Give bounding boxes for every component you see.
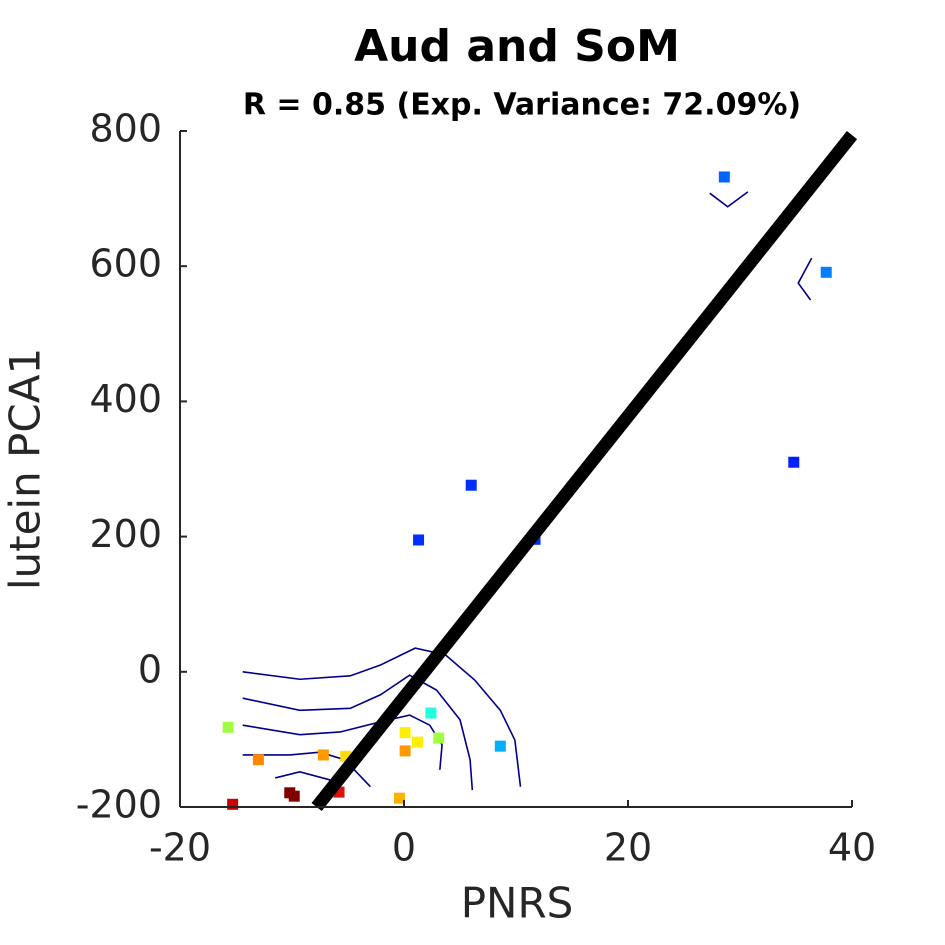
scatter-point <box>252 754 264 766</box>
scatter-point <box>433 732 445 744</box>
contour-line <box>709 191 749 208</box>
scatter-point <box>788 456 800 468</box>
x-tick-label: 40 <box>828 826 876 870</box>
scatter-point <box>227 798 239 810</box>
fit-line <box>311 131 858 812</box>
scatter-point <box>222 721 234 733</box>
scatter-point <box>820 266 832 278</box>
scatter-point <box>399 745 411 757</box>
x-tick-label: 0 <box>392 826 416 870</box>
scatter-point <box>317 749 329 761</box>
y-tick-label: -200 <box>76 783 162 827</box>
scatter-point <box>425 707 437 719</box>
y-tick-label: 600 <box>89 242 162 286</box>
x-axis-label: PNRS <box>461 879 574 928</box>
y-tick-label: 200 <box>89 512 162 556</box>
scatter-point <box>465 479 477 491</box>
scatter-point <box>413 534 425 546</box>
scatter-point <box>494 740 506 752</box>
contour-line <box>275 771 331 781</box>
chart-title: Aud and SoM <box>354 21 680 72</box>
scatter-point <box>718 171 730 183</box>
scatter-point <box>399 727 411 739</box>
contour-line <box>242 674 474 791</box>
y-tick-label: 400 <box>89 377 162 421</box>
scatter-point <box>394 792 406 804</box>
x-tick-label: 20 <box>604 826 652 870</box>
y-tick-label: 800 <box>89 107 162 151</box>
contour-line <box>242 647 522 787</box>
y-axis-label: lutein PCA1 <box>1 348 50 590</box>
scatter-point <box>340 750 352 762</box>
scatter-point <box>288 790 300 802</box>
x-tick-label: -20 <box>149 826 211 870</box>
y-tick-label: 0 <box>138 647 162 691</box>
scatter-point <box>411 736 423 748</box>
contour-line <box>797 257 813 301</box>
chart-subtitle: R = 0.85 (Exp. Variance: 72.09%) <box>243 88 801 123</box>
scatter-point <box>333 786 345 798</box>
